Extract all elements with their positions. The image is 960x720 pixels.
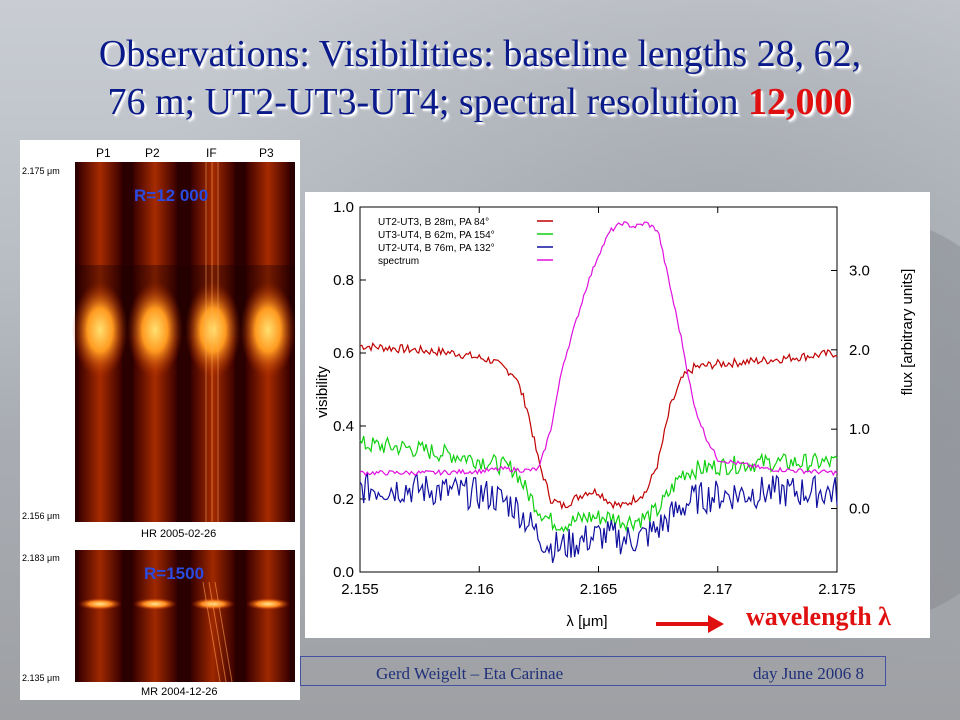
mr-top-wavelength: 2.183 μm (22, 553, 60, 563)
y2-tick-label: 2.0 (849, 342, 870, 359)
y-tick-label: 0.8 (333, 272, 354, 289)
x-tick-label: 2.17 (703, 581, 732, 598)
plot-frame (359, 206, 838, 573)
mr-caption: MR 2004-12-26 (141, 686, 217, 698)
y-ticks: 0.0 0.2 0.4 0.6 0.8 1.0 (333, 199, 366, 581)
footer-box (300, 656, 886, 686)
column-label-p3: P3 (259, 146, 274, 160)
visibility-chart-panel: 2.155 2.16 2.165 2.17 2.175 0.0 0.2 0.4 0.6 0.8 1… (305, 192, 930, 638)
y-axis-label: visibility (314, 366, 331, 418)
column-label-if: IF (206, 146, 217, 160)
hr-top-wavelength: 2.175 μm (22, 166, 60, 176)
legend-entry-4: spectrum (378, 256, 419, 267)
mr-resolution-label: R=1500 (144, 564, 204, 583)
interferogram-panel: P1 P2 IF P3 2.175 μm 2.156 μm R=12 000 H… (20, 140, 300, 700)
y2-tick-label: 1.0 (849, 421, 870, 438)
y-tick-label: 0.0 (333, 564, 354, 581)
series-lines (359, 221, 838, 563)
interferogram-figure: P1 P2 IF P3 2.175 μm 2.156 μm R=12 000 H… (22, 146, 296, 698)
title-line-2: 76 m; UT2-UT3-UT4; spectral resolution 1… (20, 78, 940, 126)
series-line-3 (359, 471, 838, 563)
mr-interferogram-image (75, 550, 295, 683)
wavelength-label: wavelength λ (746, 602, 891, 631)
x-tick-label: 2.165 (580, 581, 618, 598)
x-axis-label: λ [μm] (566, 613, 607, 630)
slide-title: Observations: Visibilities: baseline len… (20, 30, 940, 126)
y-tick-label: 0.2 (333, 491, 354, 508)
y-tick-label: 0.6 (333, 345, 354, 362)
x-tick-label: 2.175 (818, 581, 856, 598)
series-line-1 (359, 342, 838, 511)
wavelength-arrow-icon (656, 615, 724, 633)
legend-entry-1: UT2-UT3, B 28m, PA 84° (378, 217, 489, 228)
hr-resolution-label: R=12 000 (134, 186, 208, 205)
y-tick-label: 1.0 (333, 199, 354, 216)
series-line-4 (359, 221, 838, 477)
x-ticks: 2.155 2.16 2.165 2.17 2.175 (341, 207, 856, 598)
legend-entry-2: UT3-UT4, B 62m, PA 154° (378, 230, 495, 241)
x-tick-label: 2.16 (465, 581, 494, 598)
column-label-p2: P2 (145, 146, 160, 160)
footer-date: day June 2006 8 (753, 664, 864, 683)
y2-tick-label: 3.0 (849, 262, 870, 279)
footer-author: Gerd Weigelt – Eta Carinae (376, 664, 564, 683)
title-highlight: 12,000 (748, 81, 853, 123)
y2-tick-label: 0.0 (849, 501, 870, 518)
y2-axis-label: flux [arbitrary units] (899, 269, 916, 396)
y2-ticks: 0.0 1.0 2.0 3.0 (831, 262, 870, 518)
column-label-p1: P1 (96, 146, 111, 160)
mr-bottom-wavelength: 2.135 μm (22, 673, 60, 683)
series-line-2 (359, 435, 838, 533)
visibility-chart: 2.155 2.16 2.165 2.17 2.175 0.0 0.2 0.4 0.6 0.8 1… (314, 199, 916, 630)
legend: UT2-UT3, B 28m, PA 84° UT3-UT4, B 62m, PA… (378, 217, 553, 267)
legend-entry-3: UT2-UT4, B 76m, PA 132° (378, 243, 495, 254)
y-tick-label: 0.4 (333, 418, 354, 435)
title-line-1: Observations: Visibilities: baseline len… (98, 33, 862, 75)
title-line-2-text: 76 m; UT2-UT3-UT4; spectral resolution (107, 81, 749, 123)
hr-caption: HR 2005-02-26 (141, 528, 216, 540)
x-tick-label: 2.155 (341, 581, 379, 598)
hr-bottom-wavelength: 2.156 μm (22, 511, 60, 521)
hr-interferogram-image (72, 162, 296, 522)
